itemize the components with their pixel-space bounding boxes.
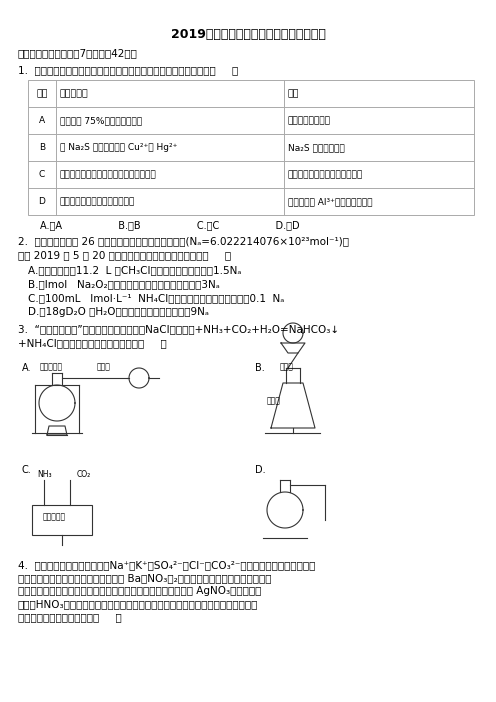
Text: 混合物的组成说法正确的是（     ）: 混合物的组成说法正确的是（ ） (18, 612, 122, 622)
Text: D: D (39, 197, 46, 206)
Text: 选项: 选项 (36, 89, 48, 98)
Text: D.: D. (255, 465, 266, 475)
Text: 明矾溶液中 Al³⁺产能与铜锈反应: 明矾溶液中 Al³⁺产能与铜锈反应 (288, 197, 372, 206)
Bar (32, 505, 92, 535)
Text: B.: B. (255, 363, 265, 373)
Text: 4.  某固体混合物中可能含有：Na⁺、K⁺、SO₄²⁻、Cl⁻、CO₃²⁻等离子。取两份该固体的溶: 4. 某固体混合物中可能含有：Na⁺、K⁺、SO₄²⁻、Cl⁻、CO₃²⁻等离子… (18, 560, 315, 570)
Text: 用 Na₂S 除去废水中的 Cu²⁺和 Hg²⁺: 用 Na₂S 除去废水中的 Cu²⁺和 Hg²⁺ (60, 143, 178, 152)
Text: CO₂: CO₂ (77, 470, 91, 479)
Text: B: B (39, 143, 45, 152)
Text: 2019年陕西省宝鸡中学高考化学三模试卷: 2019年陕西省宝鸡中学高考化学三模试卷 (171, 28, 325, 41)
Text: 用浸泡过高锡酸饀溶液的硒藻土保鲜水果: 用浸泡过高锡酸饀溶液的硒藻土保鲜水果 (60, 170, 157, 179)
Text: 淠，向白色沉淠中加入过量盐酸，所得溶液澄清；向滤液中加入 AgNO₃溶液生成不: 淠，向白色沉淠中加入过量盐酸，所得溶液澄清；向滤液中加入 AgNO₃溶液生成不 (18, 586, 261, 596)
Text: 液进行如下实验：第一份：加入过量的 Ba（NO₃）₂溶液产生白色沉淠，分离溶液和沉: 液进行如下实验：第一份：加入过量的 Ba（NO₃）₂溶液产生白色沉淠，分离溶液和… (18, 573, 271, 583)
Text: 大理石: 大理石 (267, 396, 281, 405)
Text: 一、单选题（本大题共7小题，全42分）: 一、单选题（本大题共7小题，全42分） (18, 48, 138, 58)
Text: D.　18gD₂O 和H₂O的混合物中含有的中子数为9Nₐ: D. 18gD₂O 和H₂O的混合物中含有的中子数为9Nₐ (28, 307, 209, 317)
Text: C.　100mL   lmol·L⁻¹  NH₄Cl溶液中含有阳离子的数目大于0.1  Nₐ: C. 100mL lmol·L⁻¹ NH₄Cl溶液中含有阳离子的数目大于0.1 … (28, 293, 284, 303)
Text: A.　A                  B.　B                  C.　C                  D.　D: A. A B. B C. C D. D (40, 220, 300, 230)
Text: 稀硫酸: 稀硫酸 (280, 362, 294, 371)
Text: A.: A. (22, 363, 32, 373)
Text: NH₃: NH₃ (37, 470, 52, 479)
Text: 2.  国际计量大会第 26 次会议新修订了阿伏伽德罗常数(Nₐ=6.022214076×10²³mol⁻¹)，: 2. 国际计量大会第 26 次会议新修订了阿伏伽德罗常数(Nₐ=6.022214… (18, 236, 349, 246)
Text: C: C (39, 170, 45, 179)
Text: A: A (39, 116, 45, 125)
Text: B.　lmol   Na₂O₂固体中含有阴、阳离子的总数目为3Nₐ: B. lmol Na₂O₂固体中含有阴、阳离子的总数目为3Nₐ (28, 279, 220, 289)
Text: 并于 2019 年 5 月 20 日正式生效。下列说法不正确的是（     ）: 并于 2019 年 5 月 20 日正式生效。下列说法不正确的是（ ） (18, 250, 231, 260)
Text: 3.  “侯德榜制碗法”首先需制备碳酸氢钓：NaCl（饱和）+NH₃+CO₂+H₂O=NaHCO₃↓: 3. “侯德榜制碗法”首先需制备碳酸氢钓：NaCl（饱和）+NH₃+CO₂+H₂… (18, 324, 339, 334)
Bar (28, 80, 474, 215)
Text: 现象或事实: 现象或事实 (60, 89, 89, 98)
Text: 碗石灰: 碗石灰 (97, 362, 111, 371)
Text: 饱和食盐水: 饱和食盐水 (43, 512, 65, 521)
Text: 1.  化学与社会、生活密切相关。对下列现象或事实的解释正确的是（     ）: 1. 化学与社会、生活密切相关。对下列现象或事实的解释正确的是（ ） (18, 65, 238, 75)
Text: +NH₄Cl。下列装置能达到实验目的是（     ）: +NH₄Cl。下列装置能达到实验目的是（ ） (18, 338, 167, 348)
Text: 解释: 解释 (288, 89, 300, 98)
Text: 溢于稀HNO₃的白色沉淠；第二份：取溶液进行焰色反应，火焰呈黄色。下列关于该: 溢于稀HNO₃的白色沉淠；第二份：取溶液进行焰色反应，火焰呈黄色。下列关于该 (18, 599, 258, 609)
Text: C.: C. (22, 465, 32, 475)
Text: 高锡酸饀可氧化水果释放的乙烯: 高锡酸饀可氧化水果释放的乙烯 (288, 170, 363, 179)
Text: A.　标准状况下11.2  L 的CH₃Cl中含有氢原子的数目为1.5Nₐ: A. 标准状况下11.2 L 的CH₃Cl中含有氢原子的数目为1.5Nₐ (28, 265, 242, 275)
Text: Na₂S 具有强还原性: Na₂S 具有强还原性 (288, 143, 345, 152)
Text: 乙醇具有易挥发性: 乙醇具有易挥发性 (288, 116, 331, 125)
Text: 用明矾溶液清除铜镜表面的铜锈: 用明矾溶液清除铜镜表面的铜锈 (60, 197, 135, 206)
Text: 氯化铵固体: 氯化铵固体 (40, 362, 63, 371)
Text: 医疗上用 75%的乙醇做消毒剂: 医疗上用 75%的乙醇做消毒剂 (60, 116, 142, 125)
